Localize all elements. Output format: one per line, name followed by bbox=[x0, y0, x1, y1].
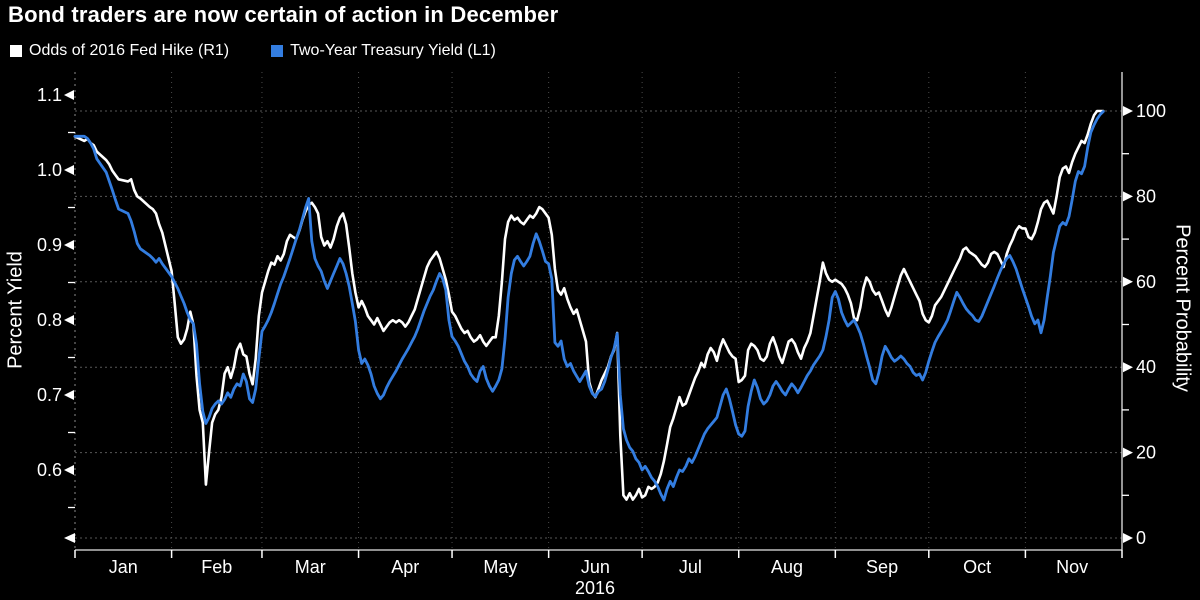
legend-item-fed-hike-odds: Odds of 2016 Fed Hike (R1) bbox=[10, 42, 229, 60]
month-label: Jul bbox=[679, 557, 702, 577]
left-axis-tick-arrow-icon bbox=[64, 240, 74, 250]
legend-label: Two-Year Treasury Yield (L1) bbox=[290, 42, 496, 59]
month-label: Mar bbox=[295, 557, 326, 577]
series-fed-hike-odds-line bbox=[73, 109, 1105, 501]
left-axis-tick-label: 0.8 bbox=[37, 310, 62, 330]
month-label: Feb bbox=[201, 557, 232, 577]
left-axis-tick-arrow-icon bbox=[64, 315, 74, 325]
legend-label: Odds of 2016 Fed Hike (R1) bbox=[29, 42, 230, 59]
right-axis-tick-label: 40 bbox=[1136, 357, 1156, 377]
left-axis-tick-label: 0.9 bbox=[37, 235, 62, 255]
right-axis-tick-label: 60 bbox=[1136, 272, 1156, 292]
left-axis-tick-label: 0.6 bbox=[37, 460, 62, 480]
month-label: Apr bbox=[391, 557, 419, 577]
left-axis-tick-label: 1.0 bbox=[37, 160, 62, 180]
month-label: Oct bbox=[963, 557, 991, 577]
left-axis-title: Percent Yield bbox=[4, 251, 27, 369]
right-axis-title: Percent Probability bbox=[1171, 224, 1194, 392]
right-axis-tick-arrow-icon bbox=[1123, 276, 1133, 287]
chart-title: Bond traders are now certain of action i… bbox=[8, 2, 559, 27]
left-axis-tick-arrow-icon bbox=[64, 465, 74, 475]
right-axis-tick-arrow-icon bbox=[1123, 191, 1133, 202]
right-axis-tick-arrow-icon bbox=[1123, 362, 1133, 373]
right-axis-tick-arrow-icon bbox=[1123, 533, 1133, 543]
x-axis-year-label: 2016 bbox=[574, 578, 616, 598]
blue-series-swatch-icon bbox=[271, 45, 284, 57]
month-label: Sep bbox=[866, 557, 898, 577]
left-axis-tick-label: 0.7 bbox=[37, 385, 62, 405]
legend-item-two-year-yield: Two-Year Treasury Yield (L1) bbox=[271, 42, 496, 60]
white-series-swatch-icon bbox=[10, 45, 22, 57]
month-label: Jan bbox=[109, 557, 138, 577]
zero-gridline-left-arrow-icon bbox=[64, 533, 75, 543]
left-axis-tick-arrow-icon bbox=[64, 90, 74, 100]
month-label: May bbox=[483, 557, 517, 577]
series-two-year-yield-line bbox=[73, 110, 1105, 502]
month-label: Nov bbox=[1056, 557, 1088, 577]
left-axis-tick-arrow-icon bbox=[64, 165, 74, 175]
month-label: Jun bbox=[581, 557, 610, 577]
legend: Odds of 2016 Fed Hike (R1) Two-Year Trea… bbox=[10, 42, 496, 60]
left-axis-tick-arrow-icon bbox=[64, 390, 74, 400]
right-axis-tick-label: 20 bbox=[1136, 443, 1156, 463]
month-label: Aug bbox=[771, 557, 803, 577]
left-axis-tick-label: 1.1 bbox=[37, 85, 62, 105]
right-axis-tick-label: 80 bbox=[1136, 186, 1156, 206]
right-axis-tick-arrow-icon bbox=[1123, 447, 1133, 458]
right-axis-tick-arrow-icon bbox=[1123, 106, 1133, 116]
right-axis-tick-label: 100 bbox=[1136, 101, 1166, 121]
right-axis-tick-label: 0 bbox=[1136, 528, 1146, 548]
